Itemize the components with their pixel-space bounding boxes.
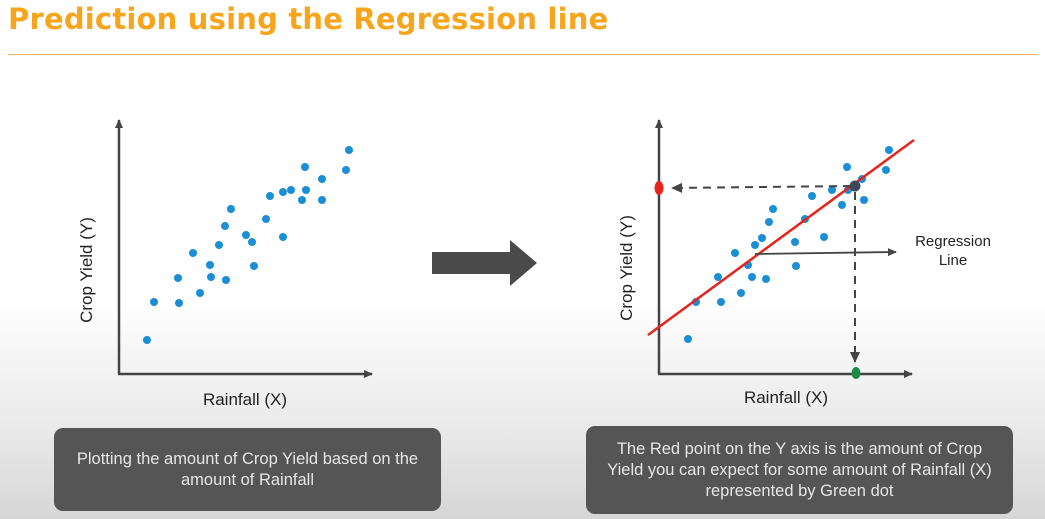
left-data-point: [318, 196, 326, 204]
predicted-yield-red-point: [654, 181, 664, 195]
left-data-point: [215, 241, 223, 249]
right-data-point: [684, 335, 692, 343]
regression-line: [647, 138, 915, 337]
regression-intersection-point: [849, 180, 861, 192]
right-data-point: [808, 192, 816, 200]
right-scatter-chart: Crop Yield (Y) Rainfall (X) Regression L…: [617, 119, 991, 407]
left-data-point: [150, 298, 158, 306]
left-data-point: [298, 196, 306, 204]
right-data-point: [882, 166, 890, 174]
right-data-points: [684, 146, 893, 343]
left-data-point: [248, 238, 256, 246]
right-data-point: [714, 273, 722, 281]
left-data-point: [189, 249, 197, 257]
right-data-point: [769, 205, 777, 213]
left-data-point: [221, 222, 229, 230]
right-data-point: [717, 298, 725, 306]
right-y-axis-label: Crop Yield (Y): [617, 215, 636, 321]
left-data-point: [301, 163, 309, 171]
left-data-point: [266, 192, 274, 200]
right-data-point: [843, 163, 851, 171]
left-data-point: [342, 166, 350, 174]
left-data-point: [318, 175, 326, 183]
left-data-point: [196, 289, 204, 297]
left-data-point: [345, 146, 353, 154]
left-data-point: [250, 262, 258, 270]
regression-label-line2: Line: [939, 252, 967, 269]
left-data-point: [174, 274, 182, 282]
regression-label-line1: Regression: [915, 233, 991, 250]
predicted-value-dashed-arrow: [671, 182, 852, 193]
left-data-point: [242, 231, 250, 239]
right-data-point: [751, 241, 759, 249]
right-x-axis-label: Rainfall (X): [744, 388, 828, 407]
left-data-point: [262, 215, 270, 223]
right-data-point: [791, 238, 799, 246]
right-data-point: [860, 196, 868, 204]
left-caption: Plotting the amount of Crop Yield based …: [54, 428, 441, 511]
left-data-point: [207, 273, 215, 281]
left-data-point: [287, 186, 295, 194]
left-data-point: [279, 188, 287, 196]
left-data-point: [206, 261, 214, 269]
right-data-point: [828, 186, 836, 194]
page-title: Prediction using the Regression line: [8, 2, 609, 36]
left-data-point: [302, 186, 310, 194]
rainfall-green-point: [851, 367, 861, 379]
right-data-point: [748, 273, 756, 281]
right-data-point: [765, 218, 773, 226]
right-arrow-icon: [432, 240, 537, 286]
right-data-point: [737, 289, 745, 297]
left-y-axis-label: Crop Yield (Y): [77, 217, 96, 323]
right-data-point: [762, 275, 770, 283]
left-x-axis-label: Rainfall (X): [203, 390, 287, 409]
left-data-points: [143, 146, 353, 344]
left-data-point: [279, 233, 287, 241]
right-data-point: [838, 201, 846, 209]
right-data-point: [820, 233, 828, 241]
right-data-point: [731, 249, 739, 257]
title-divider: [8, 54, 1038, 55]
right-data-point: [885, 146, 893, 154]
right-caption: The Red point on the Y axis is the amoun…: [586, 426, 1013, 514]
left-data-point: [227, 205, 235, 213]
left-data-point: [143, 336, 151, 344]
right-data-point: [792, 262, 800, 270]
right-data-point: [758, 234, 766, 242]
left-data-point: [175, 299, 183, 307]
left-scatter-chart: Crop Yield (Y) Rainfall (X): [77, 119, 373, 409]
left-data-point: [222, 276, 230, 284]
regression-pointer-arrow: [754, 248, 897, 257]
